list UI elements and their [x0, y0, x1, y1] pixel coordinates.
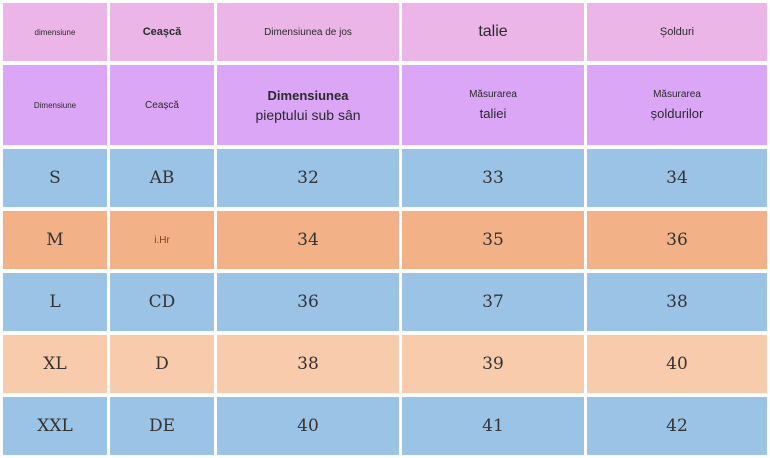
table-cell: 35	[402, 211, 584, 269]
table-cell: 32	[217, 149, 399, 207]
table-cell: D	[110, 335, 214, 393]
table-cell: 37	[402, 273, 584, 331]
table-cell: 40	[587, 335, 767, 393]
header-bottom-size: Dimensiunea de jos	[217, 3, 399, 61]
table-cell: DE	[110, 397, 214, 455]
table-cell: i.Hr	[110, 211, 214, 269]
table-cell: S	[3, 149, 107, 207]
table-cell: 38	[587, 273, 767, 331]
header-cup: Ceașcă	[110, 3, 214, 61]
table-cell: XL	[3, 335, 107, 393]
subheader-hips: Măsurarea șoldurilor	[587, 65, 767, 145]
table-cell: 33	[402, 149, 584, 207]
table-cell: 38	[217, 335, 399, 393]
table-cell: L	[3, 273, 107, 331]
table-cell: AB	[110, 149, 214, 207]
subheader-waist-line2: taliei	[479, 106, 507, 121]
subheader-waist-line1: Măsurarea	[469, 89, 517, 100]
table-cell: 34	[217, 211, 399, 269]
table-cell: 34	[587, 149, 767, 207]
subheader-underbust-line1: Dimensiunea	[267, 87, 349, 103]
subheader-dimension: Dimensiune	[3, 65, 107, 145]
header-dimension: dimensiune	[3, 3, 107, 61]
size-chart-table: dimensiune Ceașcă Dimensiunea de jos tal…	[3, 3, 767, 455]
table-cell: XXL	[3, 397, 107, 455]
subheader-cup-label: Ceașcă	[145, 99, 179, 111]
subheader-hips-line1: Măsurarea	[653, 89, 701, 100]
subheader-cup: Ceașcă	[110, 65, 214, 145]
table-cell: 40	[217, 397, 399, 455]
subheader-underbust: Dimensiunea pieptului sub sân	[217, 65, 399, 145]
subheader-waist: Măsurarea taliei	[402, 65, 584, 145]
table-cell: 42	[587, 397, 767, 455]
header-waist: talie	[402, 3, 584, 61]
subheader-dimension-label: Dimensiune	[33, 100, 77, 110]
table-cell: CD	[110, 273, 214, 331]
table-cell: 36	[217, 273, 399, 331]
table-cell: M	[3, 211, 107, 269]
table-cell: 41	[402, 397, 584, 455]
table-cell: 36	[587, 211, 767, 269]
table-cell: 39	[402, 335, 584, 393]
subheader-underbust-line2: pieptului sub sân	[255, 106, 361, 123]
subheader-hips-line2: șoldurilor	[650, 106, 704, 121]
header-hips: Șolduri	[587, 3, 767, 61]
